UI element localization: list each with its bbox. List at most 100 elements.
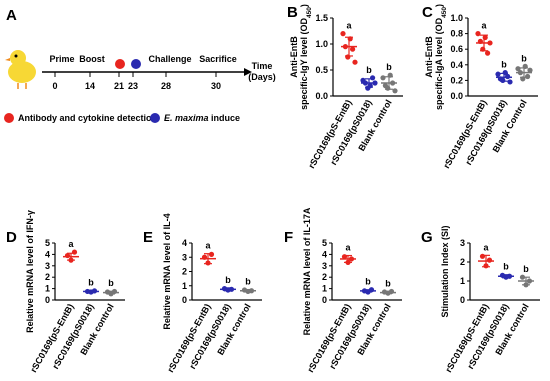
text-segment: Relative mRNA level of IL-17A	[302, 207, 312, 335]
y-tick-label: 0.5	[315, 65, 328, 75]
y-tick-label: 1.0	[450, 13, 463, 23]
significance-letter: b	[366, 65, 372, 75]
y-tick-label: 0.0	[450, 91, 463, 101]
data-point	[208, 251, 215, 257]
significance-letter: b	[385, 278, 391, 288]
data-point	[352, 59, 358, 65]
chick-icon	[5, 50, 36, 89]
significance-letter: b	[365, 277, 371, 287]
event-label: Challenge	[148, 54, 191, 64]
data-point	[525, 73, 531, 80]
text-segment: )	[299, 4, 309, 7]
significance-letter: a	[483, 242, 489, 252]
y-tick-label: 3	[322, 261, 327, 271]
text-segment: induce	[209, 113, 241, 123]
day-label: 23	[128, 81, 138, 91]
y-tick-label: 4	[182, 238, 187, 248]
y-tick-label: 0	[45, 295, 50, 305]
y-axis-label: specific-IgA level (OD450)	[434, 4, 448, 110]
significance-letter: b	[108, 278, 114, 288]
y-tick-label: 1	[460, 276, 465, 286]
y-axis-label: Relative mRNA level of IL-4	[162, 213, 172, 329]
text-segment: 450	[306, 7, 313, 18]
significance-letter: b	[501, 60, 507, 70]
y-tick-label: 0	[460, 295, 465, 305]
legend-dot	[4, 113, 14, 123]
y-axis-label: specific-IgY level (OD450)	[299, 4, 313, 110]
infection-dot	[131, 59, 141, 69]
y-tick-label: 4	[45, 249, 50, 259]
significance-letter: b	[88, 277, 94, 287]
data-point	[392, 88, 398, 94]
data-point	[385, 85, 391, 91]
day-label: 0	[52, 81, 57, 91]
y-tick-label: 0	[182, 295, 187, 305]
day-label: 14	[85, 81, 95, 91]
data-point	[350, 46, 356, 52]
data-point	[71, 249, 78, 255]
y-tick-label: 0.8	[450, 29, 463, 39]
text-segment: 450	[441, 7, 448, 18]
y-axis-label: Anti-EntB	[289, 36, 299, 78]
significance-letter: a	[205, 241, 211, 251]
axis-label: Time	[252, 61, 273, 71]
y-tick-label: 2	[322, 272, 327, 282]
data-point	[507, 79, 513, 85]
day-label: 21	[114, 81, 124, 91]
data-point	[370, 75, 376, 81]
panel-letter: F	[284, 229, 293, 246]
day-label: 28	[161, 81, 171, 91]
data-point	[500, 77, 506, 83]
y-axis-label: Relative mRNA level of IFN-γ	[25, 210, 35, 333]
panel-letter: G	[421, 229, 433, 246]
y-tick-label: 2	[182, 267, 187, 277]
legend-dot	[150, 113, 160, 123]
text-segment: )	[434, 4, 444, 7]
y-tick-label: 0	[322, 295, 327, 305]
y-tick-label: 3	[45, 261, 50, 271]
y-tick-label: 1.5	[315, 13, 328, 23]
panel-letter: A	[6, 7, 17, 24]
data-point	[345, 54, 351, 60]
panel-letter: B	[287, 4, 298, 21]
data-point	[485, 50, 491, 56]
y-tick-label: 3	[182, 252, 187, 262]
significance-letter: b	[386, 62, 392, 72]
legend-label: E. maxima induce	[164, 113, 240, 123]
y-tick-label: 0.0	[315, 91, 328, 101]
text-segment: Stimulation Index (SI)	[440, 225, 450, 317]
text-segment: Relative mRNA level of IFN-γ	[25, 210, 35, 333]
text-segment: Anti-EntB	[289, 36, 299, 78]
y-tick-label: 2	[45, 272, 50, 282]
text-segment: specific-IgA level (OD	[434, 17, 444, 110]
y-axis-label: Stimulation Index (SI)	[440, 225, 450, 317]
text-segment: Antibody and cytokine detection	[18, 113, 157, 123]
y-tick-label: 1	[322, 284, 327, 294]
data-point	[495, 71, 501, 77]
event-label: Boost	[79, 54, 105, 64]
axis-label: (Days)	[248, 72, 276, 82]
data-point	[527, 67, 533, 73]
text-segment: specific-IgY level (OD	[299, 17, 309, 109]
y-axis-label: Relative mRNA level of IL-17A	[302, 207, 312, 335]
text-segment: E. maxima	[164, 113, 209, 123]
data-point	[380, 75, 386, 81]
y-tick-label: 1	[45, 284, 50, 294]
y-tick-label: 2	[460, 257, 465, 267]
y-tick-label: 0.6	[450, 44, 463, 54]
significance-letter: b	[245, 277, 251, 287]
data-point	[340, 30, 346, 37]
detection-dot	[115, 59, 125, 69]
significance-letter: a	[345, 243, 351, 253]
significance-letter: b	[503, 262, 509, 272]
panel-letter: C	[422, 4, 433, 21]
text-segment: Anti-EntB	[424, 36, 434, 78]
y-tick-label: 1.0	[315, 39, 328, 49]
event-label: Prime	[49, 54, 74, 64]
y-tick-label: 5	[322, 238, 327, 248]
y-tick-label: 4	[322, 249, 327, 259]
text-segment: Relative mRNA level of IL-4	[162, 213, 172, 329]
y-tick-label: 0.4	[450, 60, 463, 70]
data-point	[486, 257, 493, 263]
significance-letter: b	[521, 53, 527, 63]
